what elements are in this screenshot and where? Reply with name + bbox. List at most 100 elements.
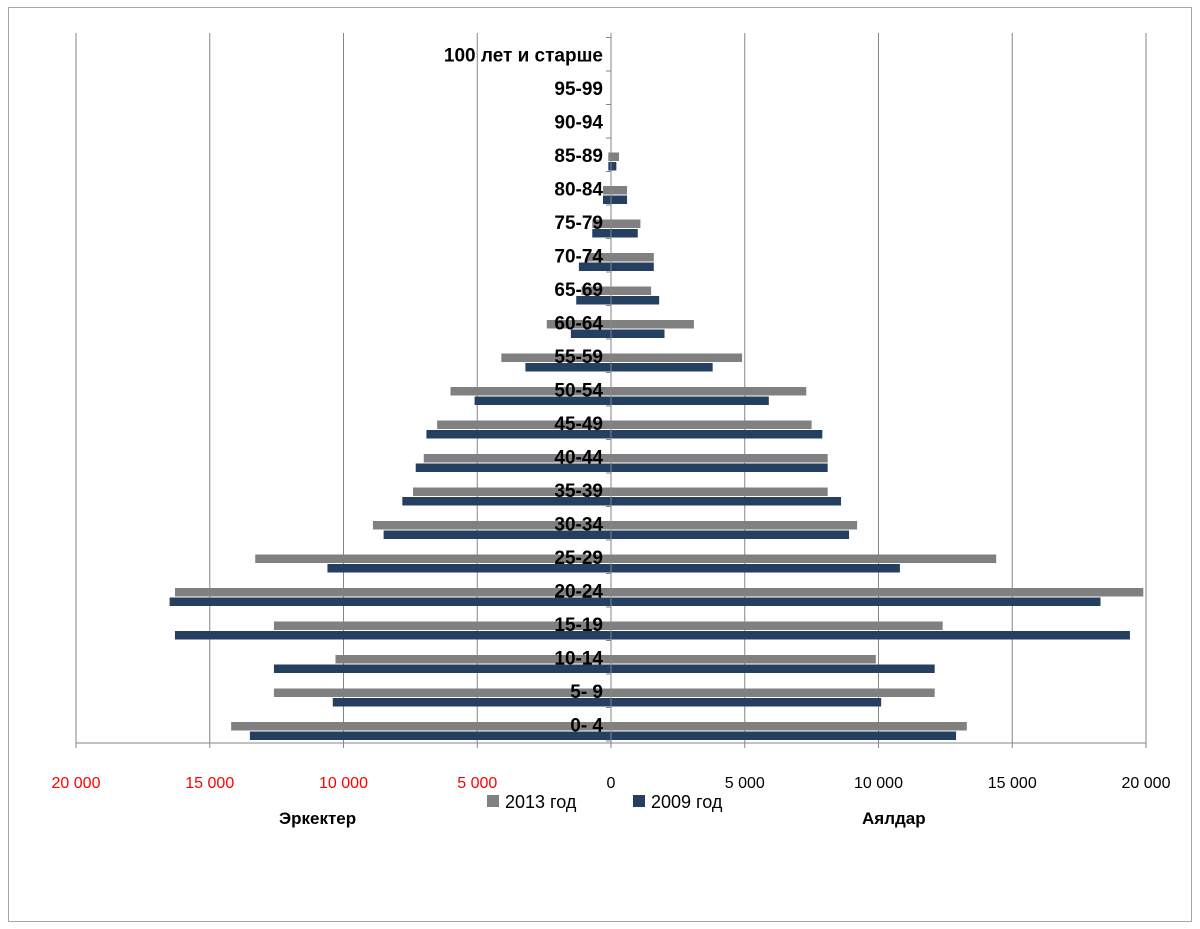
age-label-9: 45-49 (554, 414, 603, 435)
bar-male-2013-год-12 (546, 320, 611, 329)
bar-female-2013-год-15 (611, 219, 641, 228)
bar-female-2013-год-0 (611, 722, 967, 731)
legend-swatch-2009 (633, 795, 645, 807)
bar-female-2009-год-7 (611, 497, 842, 506)
x-tick-labels: 20 000 15 000 10 000 5 000 0 5 000 10 000 15 00… (52, 775, 1171, 792)
bar-male-2013-год-10 (450, 387, 611, 396)
bar-female-2009-год-4 (611, 597, 1101, 606)
bar-female-2009-год-11 (611, 363, 713, 372)
bar-male-2009-год-4 (169, 597, 611, 606)
x-tick-label-1: 15 000 (185, 775, 234, 792)
bar-male-2009-год-1 (332, 698, 611, 707)
bar-female-2013-год-1 (611, 688, 935, 697)
bar-male-2013-год-13 (581, 286, 611, 295)
legend-swatch-2013 (487, 795, 499, 807)
age-label-16: 80-84 (554, 179, 603, 200)
bar-male-2009-год-9 (426, 430, 611, 439)
bar-female-2013-год-7 (611, 487, 828, 496)
bar-male-2009-год-7 (402, 497, 611, 506)
age-label-3: 15-19 (554, 615, 603, 636)
bar-male-2009-год-8 (415, 463, 611, 472)
bar-male-2009-год-10 (474, 396, 611, 405)
legend: 2013 год 2009 год (487, 792, 723, 812)
legend-label-2009: 2009 год (651, 792, 723, 812)
age-label-0: 0- 4 (570, 715, 603, 736)
age-label-4: 20-24 (554, 581, 603, 602)
bar-female-2009-год-5 (611, 564, 900, 573)
age-label-8: 40-44 (554, 447, 603, 468)
bar-male-2013-год-14 (586, 253, 611, 262)
bar-male-2009-год-15 (592, 229, 611, 238)
bar-male-2009-год-0 (249, 731, 611, 740)
age-label-1: 5- 9 (570, 682, 603, 703)
bar-male-2009-год-3 (174, 631, 611, 640)
bar-female-2013-год-5 (611, 554, 997, 563)
bar-female-2009-год-2 (611, 664, 935, 673)
bar-female-2009-год-12 (611, 329, 665, 338)
bar-male-2009-год-11 (525, 363, 611, 372)
right-axis-title: Аялдар (862, 809, 926, 828)
age-label-6: 30-34 (554, 514, 603, 535)
x-tick-label-0: 20 000 (52, 775, 101, 792)
bar-female-2013-год-16 (611, 186, 628, 195)
age-label-14: 70-74 (554, 246, 603, 267)
axes (75, 33, 1147, 748)
bars (169, 152, 1144, 740)
population-pyramid-chart: 0- 4 5- 9 10-14 15-19 20-24 25-29 30-34 35-39 40… (52, 33, 1171, 828)
bar-male-2009-год-17 (608, 162, 611, 171)
bar-female-2013-год-6 (611, 521, 858, 530)
bar-female-2009-год-9 (611, 430, 823, 439)
x-tick-label-2: 10 000 (319, 775, 368, 792)
bar-female-2013-год-17 (611, 152, 620, 161)
bar-male-2013-год-9 (437, 420, 611, 429)
age-label-12: 60-64 (554, 313, 603, 334)
x-tick-label-7: 15 000 (988, 775, 1037, 792)
age-label-13: 65-69 (554, 280, 603, 301)
bar-female-2009-год-15 (611, 229, 638, 238)
bar-female-2013-год-13 (611, 286, 652, 295)
bar-male-2013-год-17 (608, 152, 611, 161)
bar-female-2013-год-3 (611, 621, 943, 630)
age-label-18: 90-94 (554, 112, 603, 133)
age-label-5: 25-29 (554, 548, 603, 569)
bar-female-2013-год-12 (611, 320, 694, 329)
bar-female-2009-год-14 (611, 262, 654, 271)
left-axis-title: Эркектер (279, 809, 356, 828)
bar-male-2013-год-11 (501, 353, 611, 362)
bar-male-2013-год-16 (602, 186, 611, 195)
bar-female-2013-год-10 (611, 387, 807, 396)
age-label-11: 55-59 (554, 347, 603, 368)
bar-male-2013-год-3 (273, 621, 611, 630)
x-tick-label-3: 5 000 (457, 775, 497, 792)
bar-male-2013-год-5 (255, 554, 611, 563)
x-tick-label-5: 5 000 (725, 775, 765, 792)
age-label-20: 100 лет и старше (444, 45, 603, 66)
bar-male-2013-год-2 (335, 655, 611, 664)
bar-female-2009-год-8 (611, 463, 828, 472)
bar-female-2009-год-17 (611, 162, 617, 171)
bar-female-2013-год-8 (611, 454, 828, 463)
bar-female-2009-год-13 (611, 296, 660, 305)
bar-male-2013-год-6 (372, 521, 611, 530)
age-group-labels: 0- 4 5- 9 10-14 15-19 20-24 25-29 30-34 35-39 40… (444, 45, 604, 736)
age-label-19: 95-99 (554, 79, 603, 100)
bar-male-2009-год-2 (273, 664, 611, 673)
age-label-15: 75-79 (554, 213, 603, 234)
bar-female-2013-год-11 (611, 353, 743, 362)
bar-female-2009-год-1 (611, 698, 882, 707)
bar-male-2013-год-4 (174, 588, 611, 597)
bar-female-2009-год-6 (611, 530, 850, 539)
bar-female-2013-год-9 (611, 420, 812, 429)
bar-male-2009-год-13 (576, 296, 611, 305)
bar-male-2009-год-5 (327, 564, 611, 573)
bar-male-2009-год-6 (383, 530, 611, 539)
x-tick-label-6: 10 000 (854, 775, 903, 792)
bar-female-2013-год-4 (611, 588, 1144, 597)
bar-female-2009-год-10 (611, 396, 769, 405)
bar-female-2009-год-16 (611, 195, 628, 204)
bar-male-2013-год-8 (423, 454, 611, 463)
bar-male-2013-год-1 (273, 688, 611, 697)
bar-male-2009-год-12 (570, 329, 611, 338)
age-label-10: 50-54 (554, 380, 603, 401)
bar-female-2013-год-14 (611, 253, 654, 262)
